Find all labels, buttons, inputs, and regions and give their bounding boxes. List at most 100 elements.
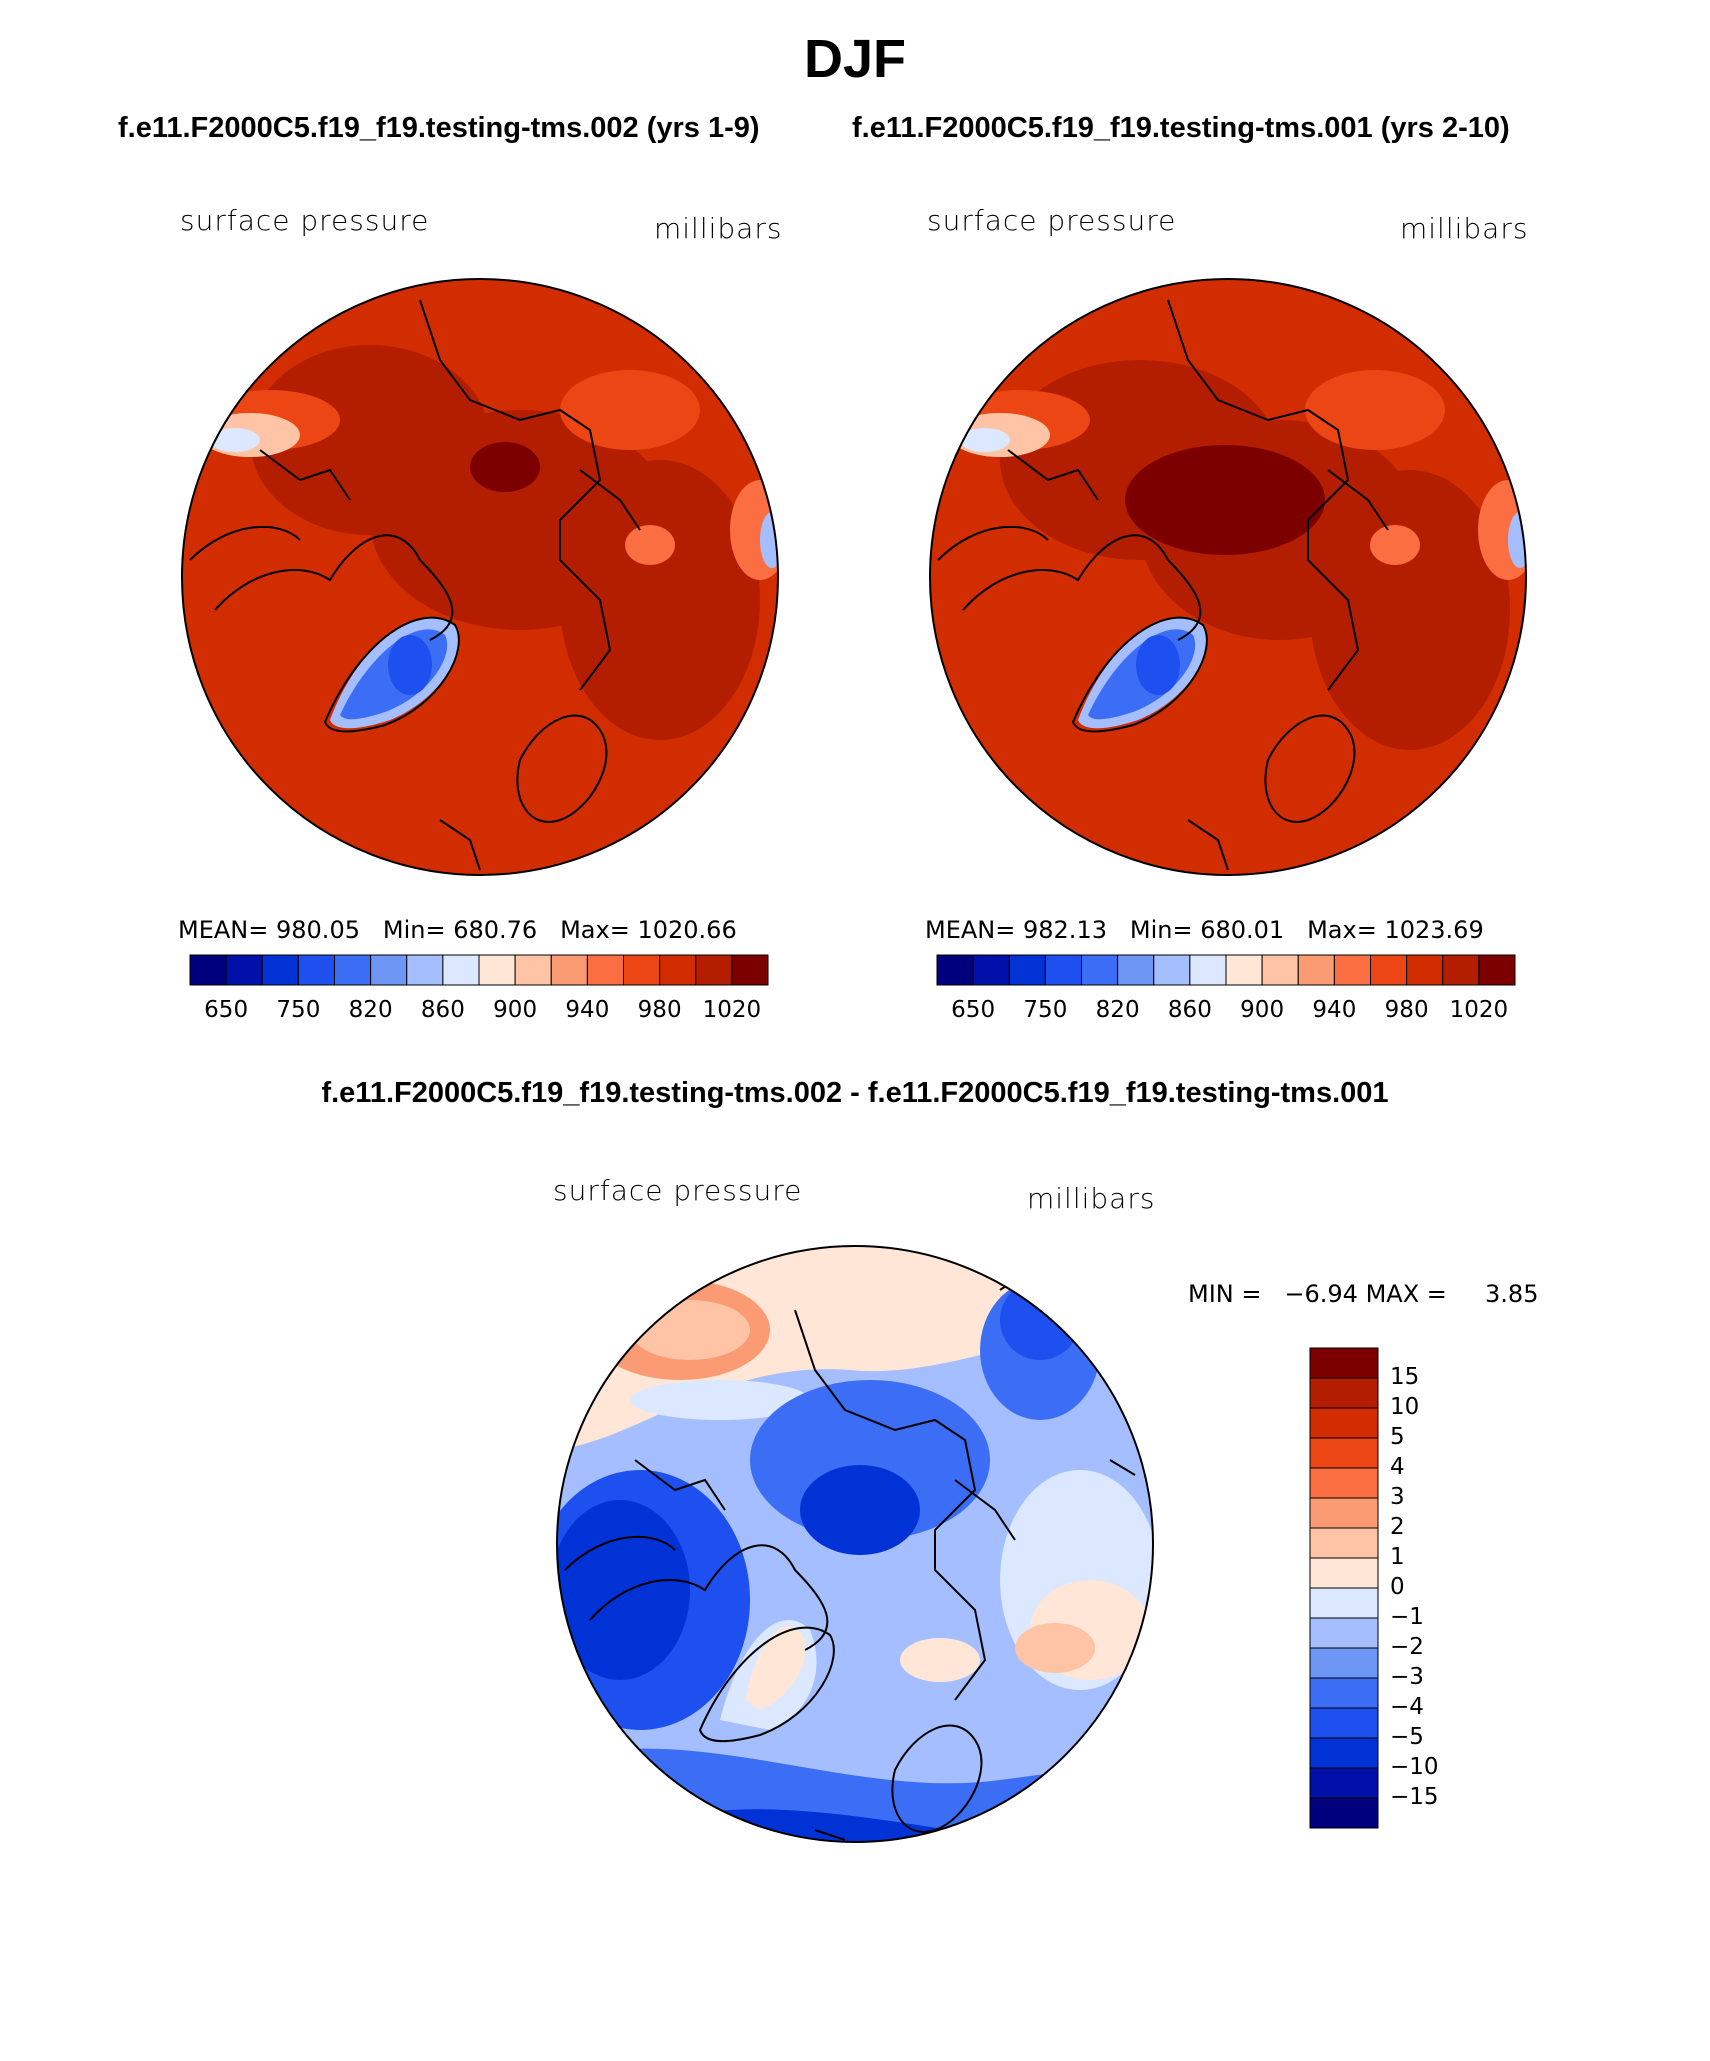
- panel-2-colorbar-swatch: [972, 954, 1010, 986]
- diff-colorbar-swatch: [1309, 1617, 1379, 1649]
- panel-2-colorbar-tick-label: 820: [1095, 997, 1140, 1023]
- diff-colorbar-swatch: [1309, 1467, 1379, 1499]
- panel-2-colorbar-swatch: [1370, 954, 1408, 986]
- panel-1-min-label: Min=: [382, 916, 446, 944]
- diff-field-positive: [745, 1626, 806, 1710]
- diff-colorbar-swatch: [1309, 1557, 1379, 1589]
- panel-1-colorbar-swatch: [225, 954, 263, 986]
- panel-1-colorbar-swatch: [659, 954, 697, 986]
- panel-2-colorbar-swatch: [1008, 954, 1046, 986]
- diff-colorbar-tick-label: −5: [1390, 1724, 1424, 1750]
- panel-1-field-mid: [625, 525, 675, 565]
- panel-1-colorbar-tick-label: 980: [637, 997, 682, 1023]
- panel-1-colorbar-swatch: [514, 954, 552, 986]
- panel-2-colorbar-swatch: [1297, 954, 1335, 986]
- panel-2-colorbar-swatch: [1225, 954, 1263, 986]
- panel-1-field-greenland: [388, 635, 432, 695]
- panel-2-colorbar-swatch: [1406, 954, 1444, 986]
- panel-1-field-mid: [730, 480, 778, 580]
- panel-2-field-peak: [1125, 445, 1325, 555]
- diff-max-label: MAX =: [1365, 1280, 1447, 1308]
- panel-2-colorbar-swatch: [1442, 954, 1480, 986]
- panel-2-colorbar-swatch: [1261, 954, 1299, 986]
- panel-2-mean-value: 982.13: [1023, 916, 1107, 944]
- panel-1-colorbar-swatch: [261, 954, 299, 986]
- diff-colorbar-tick-label: 0: [1390, 1574, 1405, 1600]
- diff-colorbar-swatch: [1309, 1407, 1379, 1439]
- panel-1-colorbar-swatch: [370, 954, 408, 986]
- page-title: DJF: [803, 29, 906, 89]
- panel-2-coastlines: [937, 299, 1389, 871]
- panel-1-colorbar-swatch: [189, 954, 227, 986]
- panel-1-colorbar-tick-label: 750: [276, 997, 321, 1023]
- panel-2-min-value: 680.01: [1200, 916, 1285, 944]
- panel-2-field-mid: [1370, 525, 1420, 565]
- panel-1-colorbar: [189, 954, 769, 986]
- panel-1-colorbar-swatch: [586, 954, 624, 986]
- panel-1-colorbar-tick-label: 1020: [702, 997, 762, 1023]
- panel-1-variable-label: surface pressure: [180, 204, 430, 237]
- panel-2-field-mid: [1478, 480, 1526, 580]
- panel-1-colorbar-tick-label: 650: [204, 997, 249, 1023]
- diff-colorbar-tick-label: −4: [1390, 1694, 1424, 1720]
- diff-colorbar-tick-label: −2: [1390, 1634, 1424, 1660]
- panel-1-units-label: millibars: [654, 212, 783, 245]
- panel-1-colorbar-swatch: [478, 954, 516, 986]
- diff-colorbar-swatch: [1309, 1377, 1379, 1409]
- diff-panel-units-label: millibars: [1027, 1182, 1156, 1215]
- diff-map-border: [556, 1245, 1154, 1843]
- panel-2-field-mid: [1305, 370, 1445, 450]
- panel-2-greenland-coast: [1071, 616, 1208, 733]
- panel-1-colorbar-tick-label: 900: [493, 997, 538, 1023]
- panel-2-field-greenland: [1136, 635, 1180, 695]
- diff-colorbar-tick-label: 2: [1390, 1514, 1405, 1540]
- panel-2-colorbar-swatch: [1044, 954, 1082, 986]
- panel-2-colorbar: [936, 954, 1516, 986]
- panel-1-colorbar-swatch: [334, 954, 372, 986]
- panel-2-colorbar-swatch: [1333, 954, 1371, 986]
- panel-2-colorbar-tick-label: 860: [1167, 997, 1212, 1023]
- panel-1-min-value: 680.76: [453, 916, 538, 944]
- panel-2-field-low: [1508, 512, 1526, 568]
- panel-1-coastlines: [189, 299, 641, 871]
- panel-2-stats: MEAN= 982.13 Min= 680.01 Max= 1023.69: [925, 916, 1484, 944]
- diff-colorbar-tick-label: −10: [1390, 1754, 1439, 1780]
- diff-field-near-zero: [630, 1380, 810, 1420]
- panel-1-stats: MEAN= 980.05 Min= 680.76 Max= 1020.66: [178, 916, 737, 944]
- panel-1-field-high: [560, 460, 760, 740]
- panel-2-colorbar-swatch: [1478, 954, 1516, 986]
- panel-1-mean-label: MEAN=: [178, 916, 269, 944]
- panel-2-units-label: millibars: [1400, 212, 1529, 245]
- panel-2-max-label: Max=: [1307, 916, 1377, 944]
- diff-colorbar-swatch: [1309, 1647, 1379, 1679]
- diff-colorbar-tick-label: 4: [1390, 1454, 1405, 1480]
- panel-1-colorbar-swatch: [695, 954, 733, 986]
- panel-2-field-high: [1310, 470, 1510, 750]
- diff-min-label: MIN =: [1188, 1280, 1262, 1308]
- panel-1-colorbar-tick-label: 860: [420, 997, 465, 1023]
- diff-colorbar-swatch: [1309, 1527, 1379, 1559]
- diff-field-positive: [900, 1638, 980, 1682]
- panel-2-colorbar-tick-label: 940: [1312, 997, 1357, 1023]
- panel-2-colorbar-swatch: [1117, 954, 1155, 986]
- diff-field-negative: [1000, 1280, 1080, 1360]
- panel-1-mean-value: 980.05: [276, 916, 360, 944]
- panel-2-max-value: 1023.69: [1384, 916, 1484, 944]
- diff-colorbar-tick-label: 10: [1390, 1394, 1420, 1420]
- panel-1-field-low: [210, 428, 260, 452]
- panel-1-greenland-coast: [323, 616, 460, 733]
- panel-1-colorbar-swatch: [297, 954, 335, 986]
- panel-1-colorbar-swatch: [550, 954, 588, 986]
- diff-colorbar: [1309, 1347, 1379, 1829]
- panel-2-colorbar-swatch: [936, 954, 974, 986]
- diff-colorbar-tick-label: 15: [1390, 1364, 1420, 1390]
- panel-1-map-border: [181, 278, 779, 876]
- diff-panel-variable-label: surface pressure: [553, 1174, 803, 1207]
- diff-field-min: [800, 1465, 920, 1555]
- diff-colorbar-swatch: [1309, 1587, 1379, 1619]
- panel-2-colorbar-swatch: [1081, 954, 1119, 986]
- diff-colorbar-swatch: [1309, 1347, 1379, 1379]
- panel-1-map: [182, 279, 778, 875]
- diff-colorbar-tick-label: 1: [1390, 1544, 1405, 1570]
